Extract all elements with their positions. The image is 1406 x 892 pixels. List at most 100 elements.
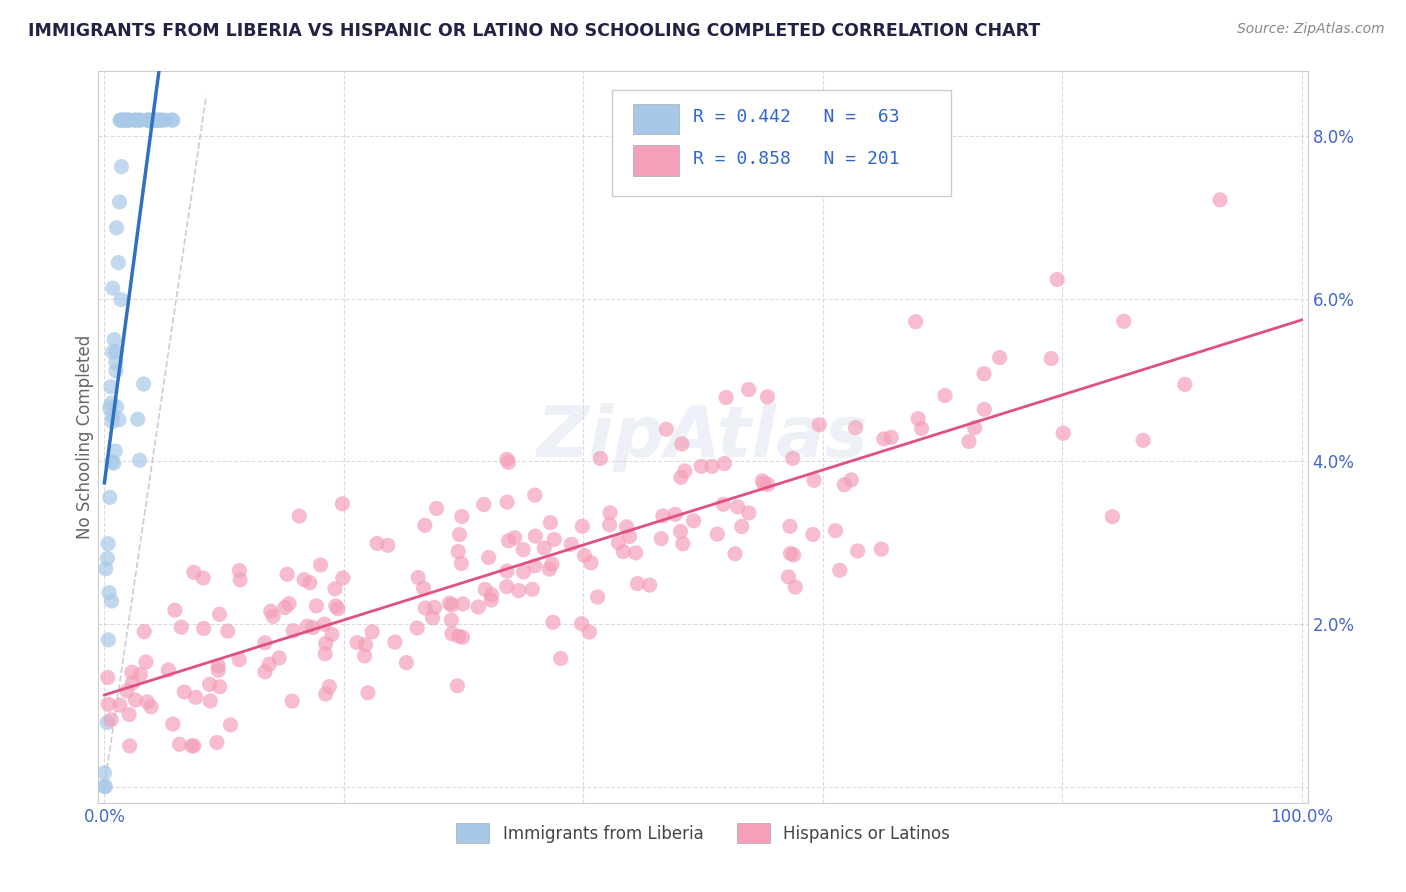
Point <box>143 113 166 128</box>
Point <box>1209 193 1232 207</box>
Point <box>118 739 141 753</box>
Point <box>160 113 183 128</box>
Point <box>498 533 520 548</box>
Point <box>357 686 380 700</box>
Point <box>278 597 301 611</box>
Point <box>100 380 122 394</box>
Point <box>1112 314 1135 328</box>
Point <box>98 491 121 505</box>
Point <box>478 550 501 565</box>
Point <box>281 694 304 708</box>
Point <box>142 113 165 128</box>
Point <box>624 546 647 560</box>
Point <box>541 615 564 630</box>
Point <box>846 544 869 558</box>
Point <box>101 281 124 295</box>
Point <box>801 527 824 541</box>
Point <box>498 455 520 469</box>
Point <box>423 600 446 615</box>
Point <box>127 412 149 426</box>
Point <box>93 780 115 794</box>
Point <box>129 667 152 681</box>
Point <box>479 593 502 607</box>
Point <box>571 616 593 631</box>
Point <box>508 583 530 598</box>
Point <box>295 619 318 633</box>
Point <box>738 506 761 520</box>
Point <box>973 367 995 381</box>
Point <box>125 113 148 128</box>
Point <box>541 557 564 571</box>
Point <box>1174 377 1197 392</box>
Point <box>523 558 546 573</box>
Point <box>377 538 399 552</box>
Point <box>98 401 121 415</box>
Text: R = 0.858   N = 201: R = 0.858 N = 201 <box>693 150 900 168</box>
Point <box>682 514 704 528</box>
Point <box>180 739 202 753</box>
Point <box>153 113 176 128</box>
Point <box>112 113 135 128</box>
Point <box>318 680 340 694</box>
Point <box>589 451 612 466</box>
Point <box>495 580 517 594</box>
Point <box>104 364 127 378</box>
Point <box>366 536 388 550</box>
Point <box>785 580 807 594</box>
Point <box>274 600 297 615</box>
Point <box>353 648 375 663</box>
Point <box>125 113 148 128</box>
Point <box>612 544 634 558</box>
Point <box>207 663 229 677</box>
Point <box>910 421 932 435</box>
Point <box>97 698 120 712</box>
Point <box>208 680 231 694</box>
Point <box>217 624 239 639</box>
Point <box>326 601 349 615</box>
Point <box>302 620 325 634</box>
Point <box>115 113 138 128</box>
Point <box>97 671 120 685</box>
Point <box>118 113 141 128</box>
Point <box>543 533 565 547</box>
Y-axis label: No Schooling Completed: No Schooling Completed <box>76 335 94 539</box>
Point <box>136 113 159 128</box>
Point <box>96 551 118 566</box>
Point <box>103 456 125 470</box>
Point <box>105 400 128 414</box>
Point <box>413 601 436 615</box>
Point <box>496 452 519 467</box>
Point <box>440 626 463 640</box>
Point <box>104 355 127 369</box>
Point <box>904 315 927 329</box>
Point <box>183 566 205 580</box>
Point <box>107 255 129 269</box>
Point <box>839 473 862 487</box>
Point <box>524 529 547 543</box>
Point <box>751 474 773 488</box>
Point <box>756 477 779 491</box>
Point <box>700 459 723 474</box>
Point <box>346 635 368 649</box>
Point <box>571 519 593 533</box>
Point <box>332 497 354 511</box>
Point <box>512 565 534 579</box>
Point <box>447 629 470 643</box>
Point <box>118 707 141 722</box>
Point <box>439 596 461 610</box>
Text: IMMIGRANTS FROM LIBERIA VS HISPANIC OR LATINO NO SCHOOLING COMPLETED CORRELATION: IMMIGRANTS FROM LIBERIA VS HISPANIC OR L… <box>28 22 1040 40</box>
Point <box>112 113 135 128</box>
Point <box>108 194 131 209</box>
Point <box>673 464 696 478</box>
Point <box>115 684 138 698</box>
Point <box>626 576 648 591</box>
Point <box>97 632 120 647</box>
Point <box>117 113 139 128</box>
Point <box>472 498 495 512</box>
Point <box>538 516 561 530</box>
Point <box>406 621 429 635</box>
Point <box>269 651 291 665</box>
Point <box>323 582 346 596</box>
Point <box>253 665 276 679</box>
Point <box>94 780 117 794</box>
